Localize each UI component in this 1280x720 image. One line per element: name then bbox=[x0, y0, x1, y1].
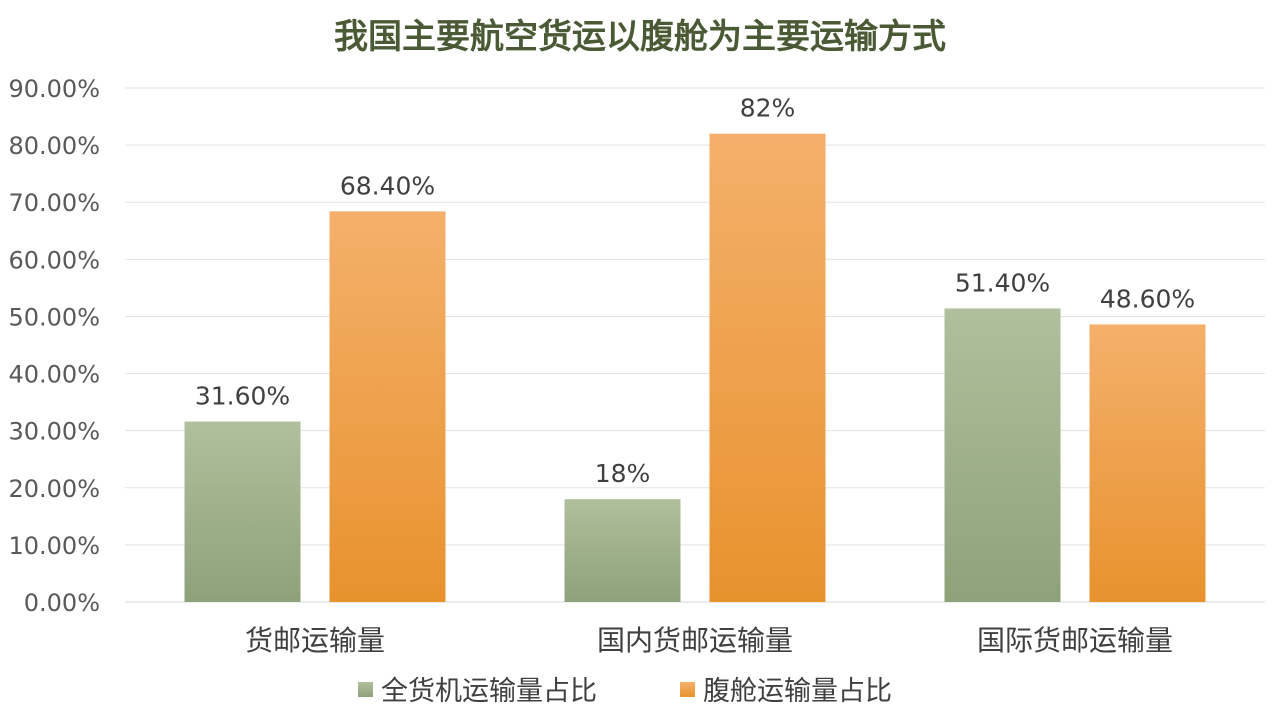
x-category-label: 国际货邮运输量 bbox=[977, 624, 1173, 657]
y-tick-label: 60.00% bbox=[8, 246, 100, 274]
data-label: 18% bbox=[595, 459, 651, 488]
y-tick-label: 50.00% bbox=[8, 303, 100, 331]
x-category-label: 国内货邮运输量 bbox=[597, 624, 793, 657]
y-tick-label: 30.00% bbox=[8, 418, 100, 446]
x-category-label: 货邮运输量 bbox=[245, 624, 385, 657]
bar-belly-1 bbox=[329, 211, 446, 603]
legend-swatch bbox=[358, 682, 373, 697]
bar-belly-2 bbox=[709, 133, 826, 602]
legend-label: 全货机运输量占比 bbox=[381, 676, 597, 707]
y-tick-label: 20.00% bbox=[8, 475, 100, 503]
legend: 全货机运输量占比 腹舱运输量占比 bbox=[358, 676, 892, 707]
y-tick-label: 0.00% bbox=[24, 589, 100, 617]
bar-freighter-3 bbox=[944, 308, 1061, 602]
x-axis-categories: 货邮运输量 国内货邮运输量 国际货邮运输量 bbox=[245, 624, 1173, 657]
gridlines bbox=[125, 87, 1265, 603]
y-tick-label: 90.00% bbox=[8, 75, 100, 103]
data-label: 68.40% bbox=[340, 171, 435, 200]
bars bbox=[184, 133, 1206, 603]
y-tick-label: 80.00% bbox=[8, 132, 100, 160]
y-axis-ticks: 0.00% 10.00% 20.00% 30.00% 40.00% 50.00% 60.00… bbox=[8, 75, 100, 617]
bar-belly-3 bbox=[1089, 324, 1206, 602]
bar-freighter-1 bbox=[184, 421, 301, 602]
y-tick-label: 70.00% bbox=[8, 189, 100, 217]
legend-label: 腹舱运输量占比 bbox=[703, 676, 892, 707]
data-labels: 31.60% 68.40% 18% 82% 51.40% 48.60% bbox=[195, 94, 1195, 489]
data-label: 51.40% bbox=[955, 268, 1050, 297]
data-label: 31.60% bbox=[195, 382, 290, 411]
y-tick-label: 10.00% bbox=[8, 532, 100, 560]
data-label: 82% bbox=[740, 94, 796, 123]
bar-freighter-2 bbox=[564, 499, 681, 602]
data-label: 48.60% bbox=[1100, 284, 1195, 313]
legend-swatch bbox=[680, 682, 695, 697]
chart-title: 我国主要航空货运以腹舱为主要运输方式 bbox=[334, 17, 946, 57]
y-tick-label: 40.00% bbox=[8, 361, 100, 389]
